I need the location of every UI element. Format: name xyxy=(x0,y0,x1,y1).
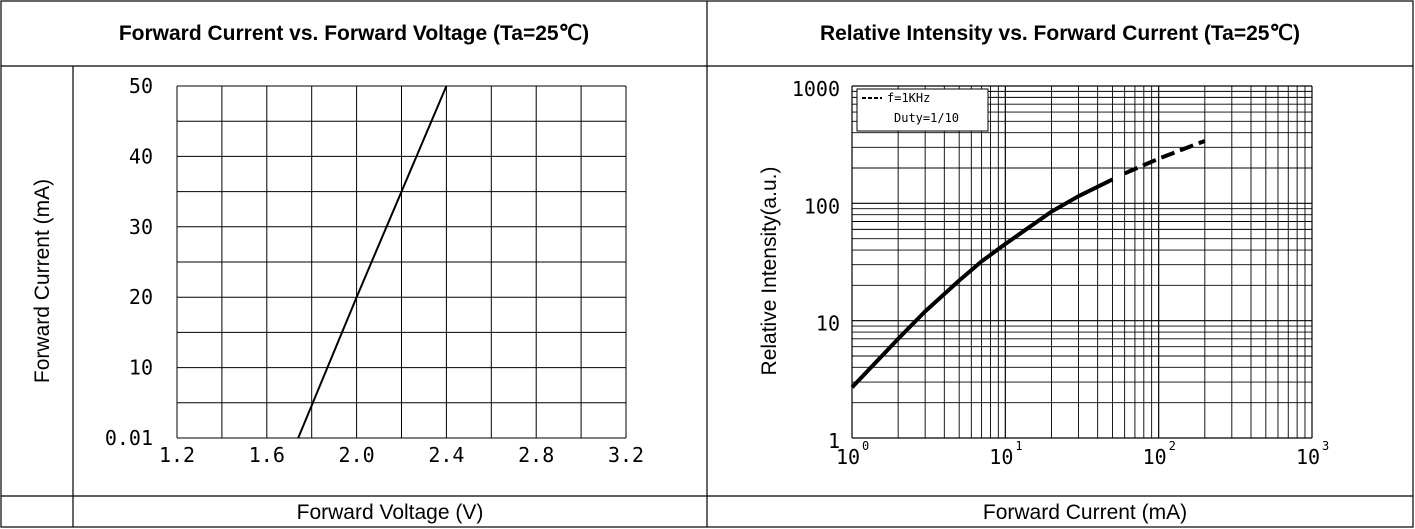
x-tick-label: 1.2 xyxy=(159,443,195,467)
y-tick-label: 1 xyxy=(828,429,840,453)
x-tick-label: 10 xyxy=(1296,445,1320,469)
legend-frame xyxy=(856,88,989,132)
series-line xyxy=(297,85,448,439)
y-tick-label: 30 xyxy=(129,215,153,239)
y-tick-label: 1000 xyxy=(792,77,840,101)
y-axis-label-left: Forward Current (mA) xyxy=(31,179,54,383)
plot-area-left: 1.2 1.6 2.0 2.4 2.8 3.2 0.01 10 20 30 40 50 xyxy=(105,74,644,467)
series-line-solid xyxy=(850,177,1114,389)
x-tick-label: 3.2 xyxy=(608,443,644,467)
legend-box: f=1KHz Duty=1/10 xyxy=(856,88,989,132)
y-tick-label: 20 xyxy=(129,285,153,309)
y-tick-label: 10 xyxy=(129,356,153,380)
x-tick-label: 1.6 xyxy=(249,443,285,467)
x-tick-exponent: 0 xyxy=(862,439,869,453)
chart-title-right: Relative Intensity vs. Forward Current (… xyxy=(820,22,1300,45)
x-tick-exponent: 3 xyxy=(1322,439,1329,453)
series-line-dashed xyxy=(1123,139,1206,176)
y-axis-label-right: Relative Intensity(a.u.) xyxy=(758,167,781,376)
x-axis-label-left: Forward Voltage (V) xyxy=(297,501,484,524)
x-axis-label-right: Forward Current (mA) xyxy=(983,501,1187,524)
legend-text-duty: Duty=1/10 xyxy=(894,111,959,125)
y-tick-label: 100 xyxy=(804,194,840,218)
x-tick-label: 2.0 xyxy=(339,443,375,467)
x-tick-label: 2.8 xyxy=(518,443,554,467)
x-tick-label: 10 xyxy=(1143,445,1167,469)
y-tick-label: 50 xyxy=(129,74,153,98)
y-tick-label: 0.01 xyxy=(105,426,153,450)
x-tick-label: 2.4 xyxy=(428,443,464,467)
chart-title-left: Forward Current vs. Forward Voltage (Ta=… xyxy=(119,22,589,45)
legend-text-frequency: f=1KHz xyxy=(887,91,930,105)
x-tick-label: 10 xyxy=(989,445,1013,469)
x-tick-label: 10 xyxy=(836,445,860,469)
x-tick-exponent: 1 xyxy=(1015,439,1022,453)
y-tick-label: 40 xyxy=(129,144,153,168)
x-tick-exponent: 2 xyxy=(1169,439,1176,453)
y-tick-label: 10 xyxy=(816,312,840,336)
